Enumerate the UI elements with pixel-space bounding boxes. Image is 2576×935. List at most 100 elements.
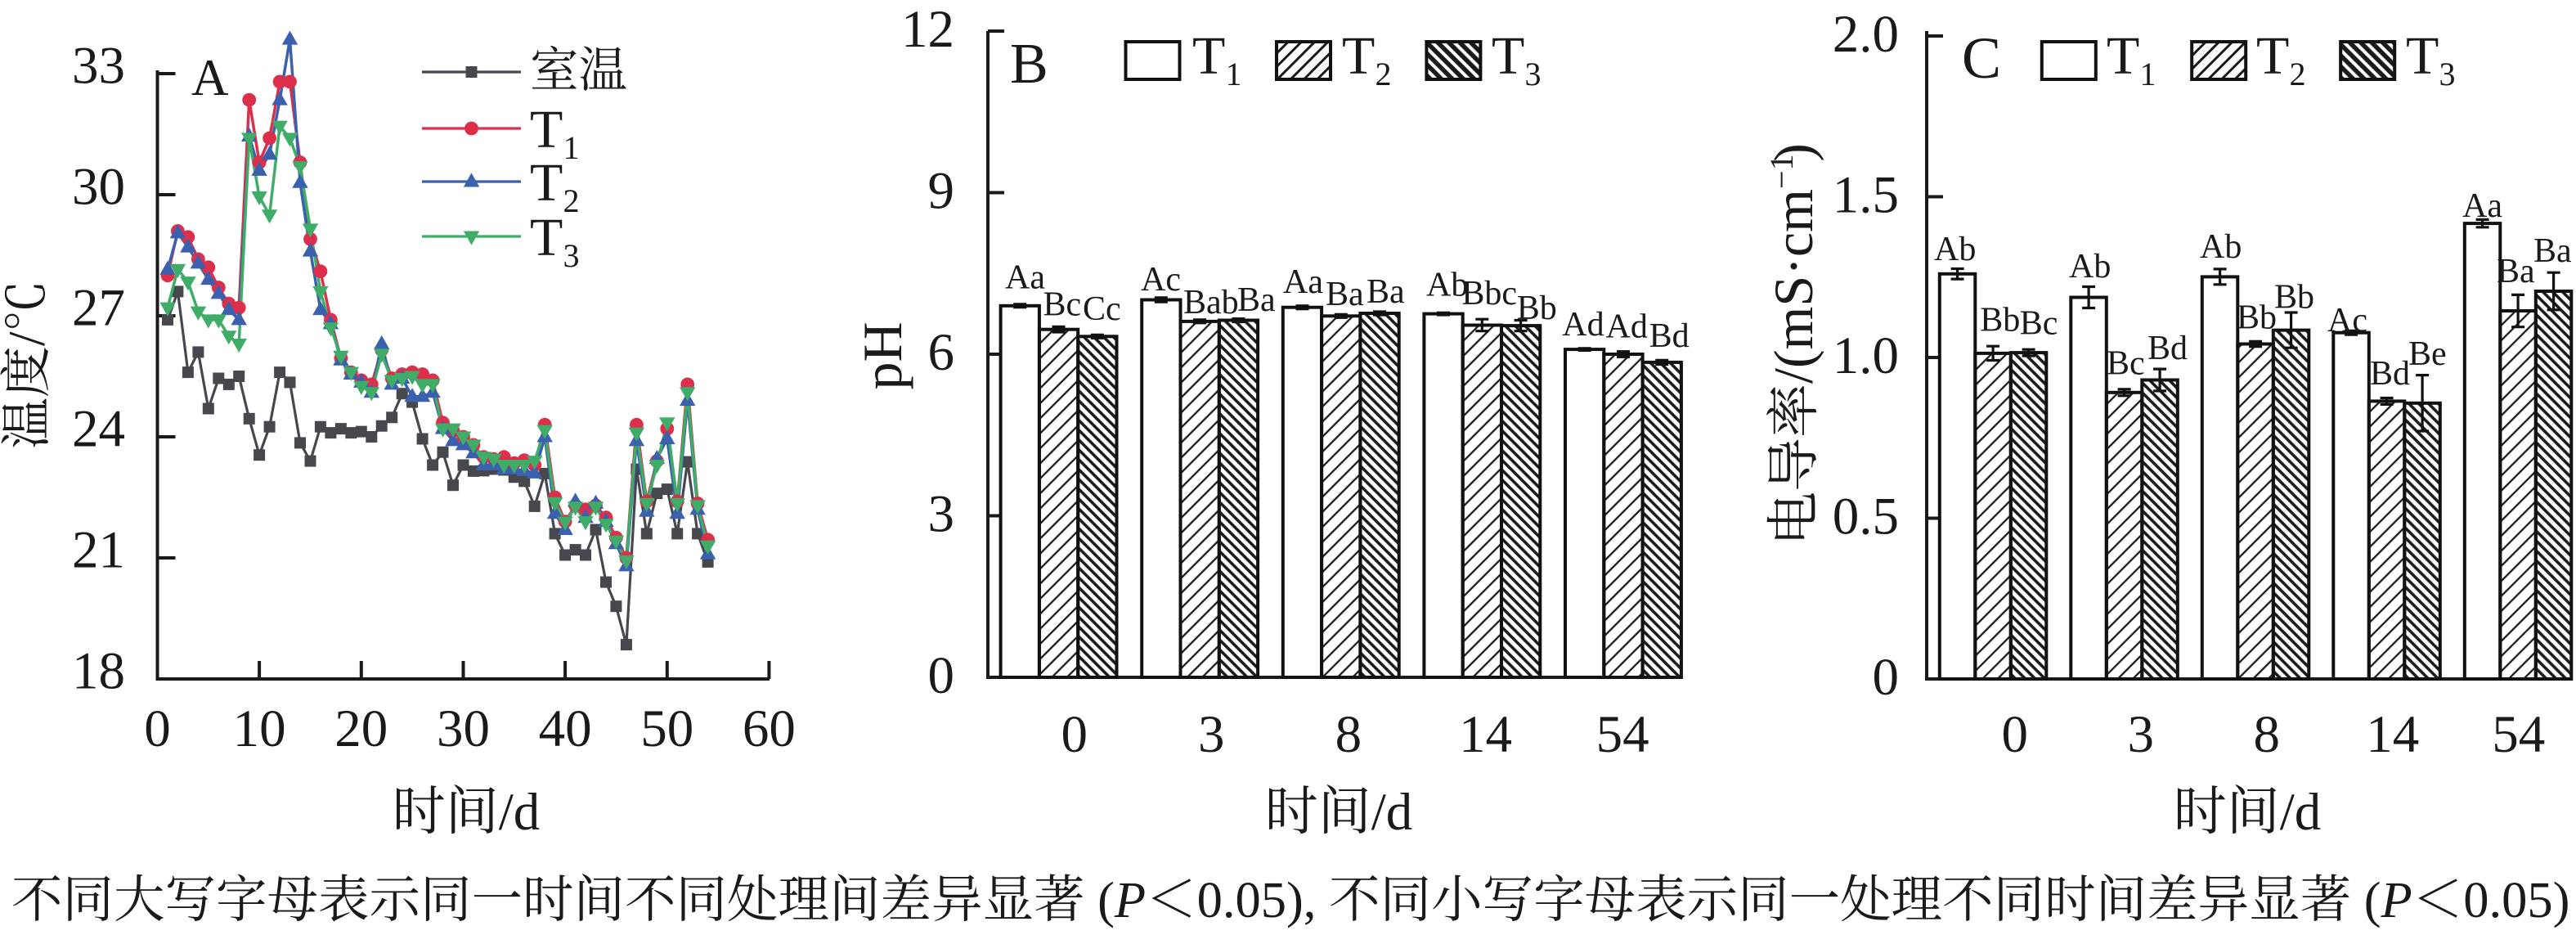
svg-text:cm: cm [1762,189,1824,257]
svg-text:3: 3 [1198,705,1225,764]
svg-text:Bd: Bd [2370,355,2410,393]
svg-text:14: 14 [2366,705,2419,764]
svg-text:Bd: Bd [2147,330,2188,367]
svg-text:Ba: Ba [1326,276,1364,313]
svg-text:8: 8 [1335,705,1362,764]
svg-text:12: 12 [901,0,954,59]
svg-text:T: T [2107,26,2139,86]
svg-text:Cc: Cc [1083,290,1121,328]
svg-text:(: ( [1097,871,1115,928]
svg-text:Ab: Ab [2200,228,2242,266]
svg-text:9: 9 [928,162,955,221]
svg-text:pH: pH [851,321,913,389]
svg-text:1.0: 1.0 [1833,326,1899,385]
svg-text:Ac: Ac [2327,302,2367,339]
svg-text:): ) [1762,143,1824,162]
svg-text:T: T [2406,26,2439,86]
svg-text:Bc: Bc [2020,305,2058,343]
svg-text:/d: /d [2280,783,2322,842]
svg-text:1.5: 1.5 [1833,166,1899,225]
svg-text:(: ( [2364,871,2381,928]
svg-text:Ba: Ba [2497,253,2535,290]
svg-text:Ab: Ab [1934,231,1976,268]
svg-text:T: T [530,153,563,213]
svg-text:0: 0 [144,699,171,758]
svg-text:Ac: Ac [1141,261,1181,299]
svg-text:0.05),: 0.05), [1197,871,1317,928]
svg-text:Aa: Aa [1283,263,1323,301]
svg-text:Ab: Ab [1426,267,1468,304]
svg-text:2: 2 [2290,56,2306,92]
svg-text:Ba: Ba [2533,232,2572,270]
svg-text:/: / [0,331,56,346]
svg-text:0.5: 0.5 [1833,488,1899,546]
svg-text:40: 40 [539,699,592,758]
svg-text:14: 14 [1459,705,1512,764]
svg-text:Bb: Bb [2274,279,2314,317]
svg-text:T: T [1342,26,1375,86]
svg-text:21: 21 [72,521,125,580]
svg-text:Ad: Ad [1562,306,1604,344]
svg-text:T: T [530,208,563,267]
svg-text:60: 60 [743,699,796,758]
svg-text:Bc: Bc [1043,286,1082,324]
svg-text:Bbc: Bbc [1461,275,1517,312]
svg-text:Ba: Ba [1237,281,1276,319]
svg-text:24: 24 [72,400,125,459]
svg-text:Bd: Bd [1649,317,1690,355]
svg-text:T: T [1192,26,1225,86]
svg-text:Bc: Bc [2107,345,2145,383]
svg-text:30: 30 [72,158,125,217]
svg-text:3: 3 [1525,56,1542,92]
svg-text:Bab: Bab [1183,284,1239,321]
svg-text:50: 50 [640,699,693,758]
svg-text:1: 1 [563,129,580,166]
svg-text:Bb: Bb [2237,299,2277,337]
svg-text:P: P [1114,871,1146,928]
svg-text:2: 2 [563,182,580,219]
svg-text:0: 0 [928,646,955,705]
svg-text:Aa: Aa [1005,259,1045,297]
svg-text:54: 54 [1596,705,1649,764]
svg-text:10: 10 [233,699,286,758]
svg-text:30: 30 [437,699,490,758]
svg-text:54: 54 [2492,705,2545,764]
svg-text:33: 33 [72,37,125,96]
svg-text:Bb: Bb [1980,301,2020,339]
svg-text:Ab: Ab [2069,248,2111,285]
svg-text:Aa: Aa [2462,187,2502,225]
svg-text:/d: /d [499,783,541,842]
svg-text:3: 3 [2439,56,2456,92]
svg-text:1: 1 [2140,56,2156,92]
svg-text:B: B [1010,33,1048,96]
svg-text:0: 0 [1061,705,1088,764]
svg-text:3: 3 [563,237,580,274]
svg-text:1: 1 [1226,56,1242,92]
svg-text:2: 2 [1376,56,1392,92]
svg-text:/(mS: /(mS [1762,276,1824,384]
svg-text:18: 18 [72,642,125,701]
svg-text:/d: /d [1371,783,1413,842]
svg-text:T: T [2256,26,2289,86]
svg-text:0.05): 0.05) [2463,871,2569,928]
svg-text:3: 3 [2127,705,2154,764]
svg-text:2.0: 2.0 [1833,5,1899,64]
svg-text:0: 0 [1873,648,1900,707]
svg-text:20: 20 [334,699,388,758]
svg-text:P: P [2381,871,2412,928]
svg-text:3: 3 [928,485,955,544]
svg-text:0: 0 [2001,705,2028,764]
svg-text:−1: −1 [1763,154,1800,189]
svg-text:27: 27 [72,279,125,338]
svg-text:C: C [1962,25,2001,91]
svg-text:6: 6 [928,323,955,382]
svg-text:Bb: Bb [1517,290,1557,327]
svg-text:A: A [191,49,229,106]
svg-text:T: T [1492,26,1524,86]
svg-text:Ba: Ba [1367,273,1405,311]
svg-text:Ad: Ad [1606,308,1648,345]
svg-text:·: · [1762,257,1824,276]
svg-text:8: 8 [2253,705,2280,764]
svg-text:T: T [530,100,563,160]
svg-text:Be: Be [2408,335,2447,373]
